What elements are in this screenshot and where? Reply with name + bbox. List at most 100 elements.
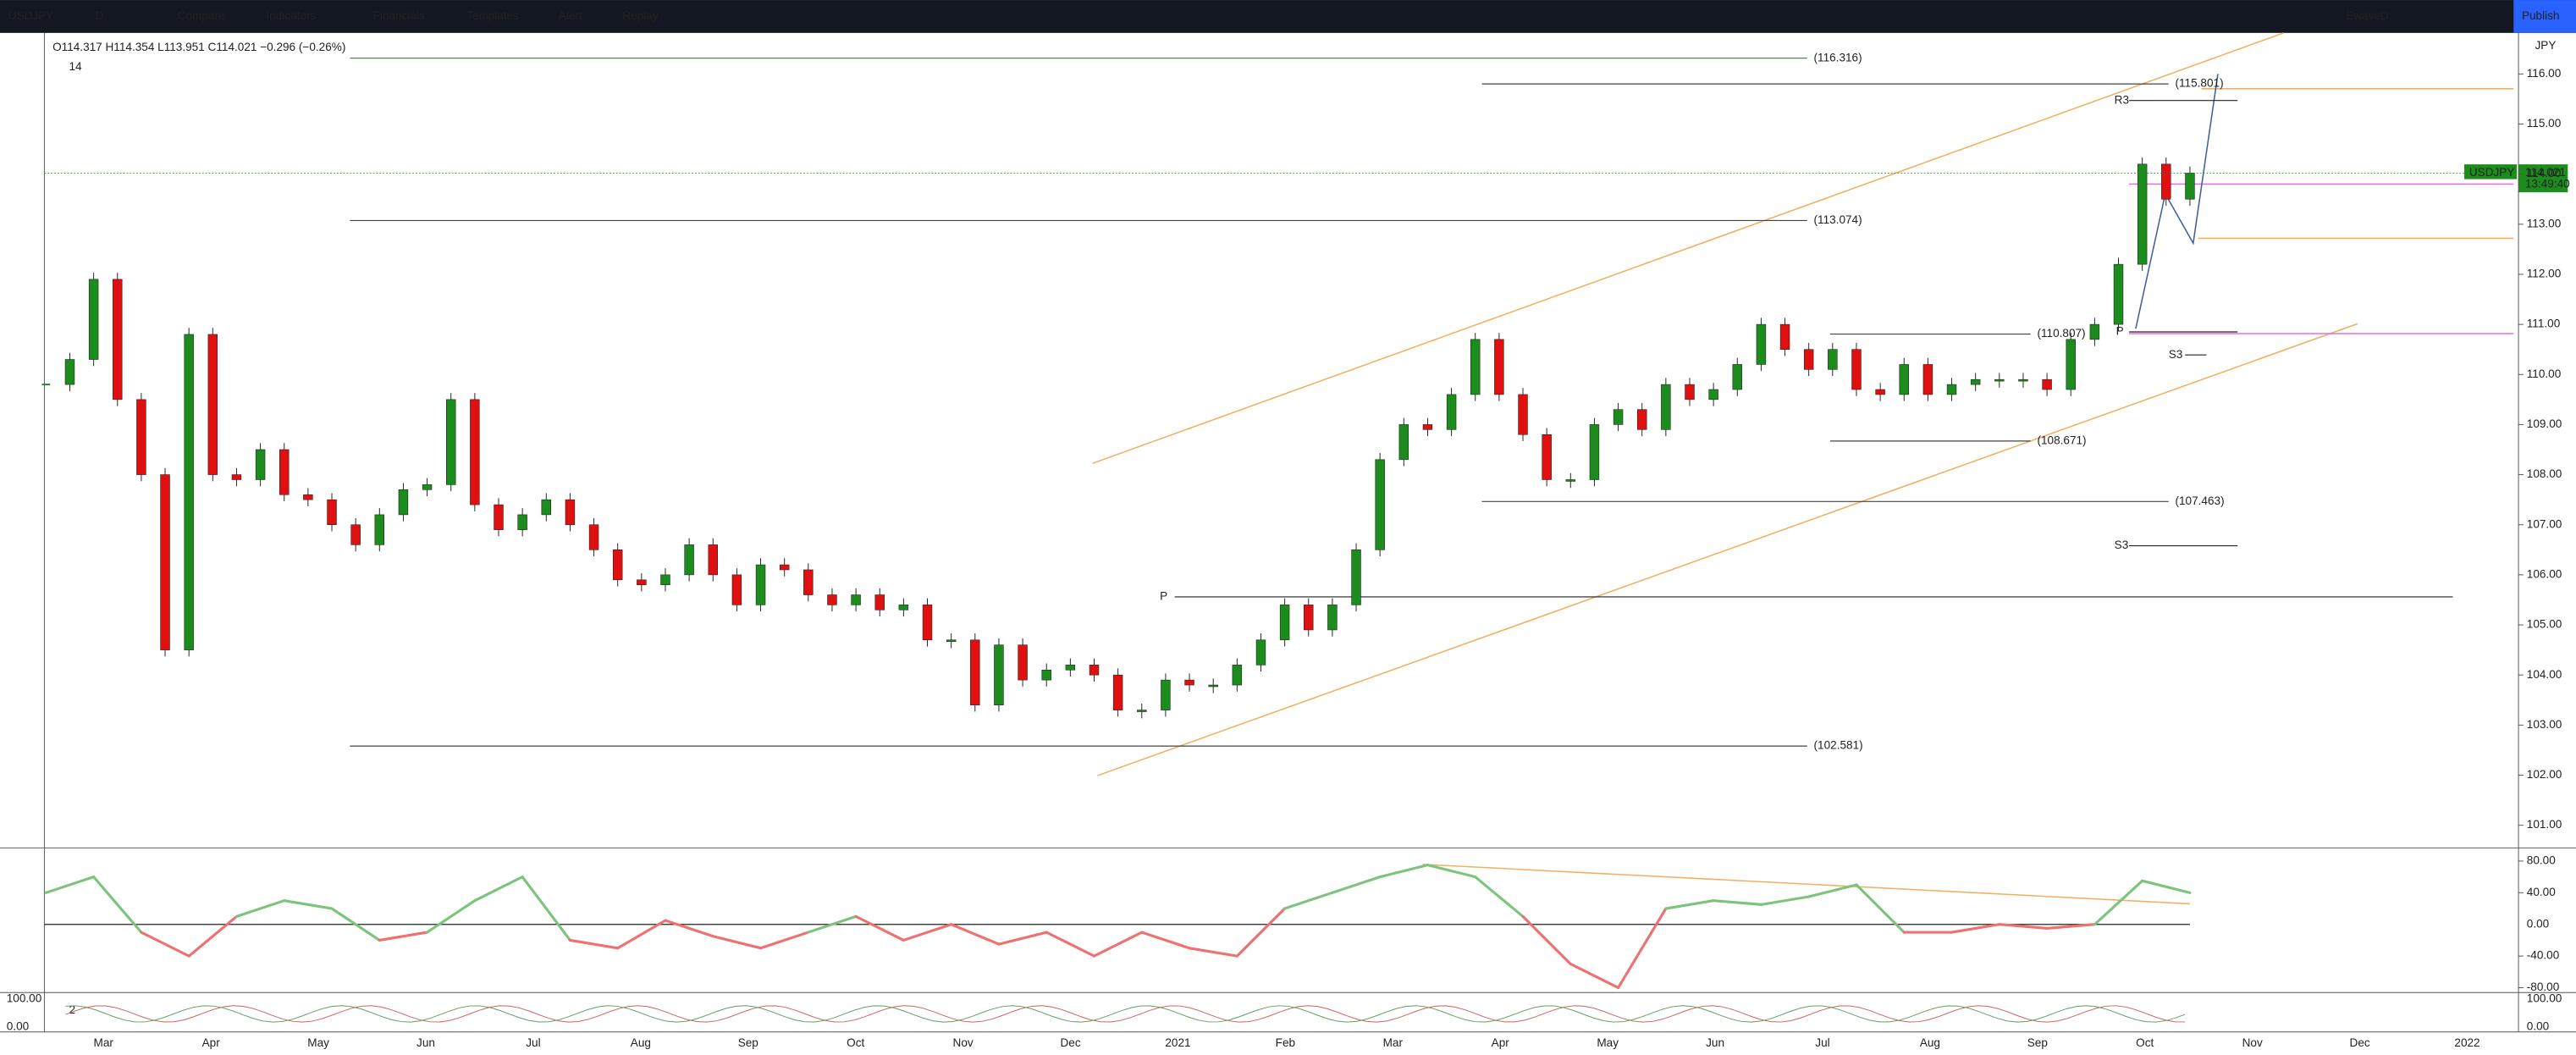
toolbar-button[interactable]: Replay: [623, 9, 659, 22]
toolbar-button[interactable]: Templates: [466, 9, 519, 22]
candle: [1208, 684, 1218, 688]
candle: [1685, 384, 1695, 400]
x-tick-label: Mar: [1383, 1036, 1404, 1049]
toolbar-button[interactable]: Compare: [178, 9, 225, 22]
rsi-segment: [1378, 864, 1430, 879]
rsi-segment: [1664, 899, 1715, 910]
price-badge: [2518, 164, 2568, 193]
candle: [160, 474, 170, 650]
toolbar-button[interactable]: Financials: [373, 9, 425, 22]
candle: [1279, 605, 1290, 641]
candle: [303, 494, 313, 500]
candle: [2161, 163, 2171, 200]
candle: [1137, 710, 1147, 712]
candle: [1779, 323, 1790, 350]
y-tick-label: 107.00: [2527, 517, 2562, 530]
y-tick-label: 111.00: [2527, 318, 2561, 330]
candle: [588, 524, 599, 550]
y-tick-label: 105.00: [2527, 618, 2562, 631]
candle: [1922, 364, 1933, 395]
legend-length: 14: [69, 60, 83, 73]
candle: [1661, 384, 1671, 430]
candle: [708, 544, 718, 576]
candle: [470, 399, 480, 505]
candle: [1018, 644, 1028, 681]
rsi-segment: [1712, 899, 1762, 906]
publish-button[interactable]: [2513, 0, 2576, 33]
toolbar: [0, 0, 2576, 33]
rsi-segment: [1188, 947, 1238, 958]
rsi-segment: [2093, 879, 2144, 926]
x-tick-label: Sep: [2027, 1036, 2048, 1049]
rsi-segment: [1331, 875, 1382, 894]
channel-upper: [1092, 32, 2284, 465]
rsi-segment: [616, 919, 667, 950]
layout-name[interactable]: EwaveD: [2346, 9, 2389, 22]
candle: [1946, 384, 1957, 395]
rsi-segment: [1807, 883, 1858, 898]
candle: [1518, 394, 1528, 435]
candle: [327, 499, 337, 526]
symbol[interactable]: USDJPY: [8, 9, 54, 22]
candle: [1089, 665, 1100, 676]
candle: [1589, 424, 1600, 480]
y-tick-label: 113.00: [2527, 217, 2562, 229]
toolbar-button[interactable]: Alert: [559, 9, 582, 22]
osc-line: [65, 1005, 2186, 1023]
candle: [946, 639, 957, 643]
rsi-trend: [1422, 864, 2190, 905]
toolbar-button[interactable]: Indicators: [266, 9, 316, 22]
candle: [64, 359, 75, 385]
y-tick-label: 114.00: [2527, 167, 2562, 180]
candle: [494, 504, 504, 530]
x-tick-label: Jun: [416, 1036, 435, 1049]
candle: [1065, 665, 1076, 671]
x-tick-label: Nov: [953, 1036, 974, 1049]
rsi-segment: [426, 899, 477, 934]
y-tick-label: 112.00: [2527, 268, 2562, 280]
candle: [2113, 263, 2124, 325]
candle: [255, 449, 266, 480]
last-price: 114.021: [2525, 166, 2566, 179]
x-tick-label: Aug: [631, 1036, 651, 1049]
candle: [994, 644, 1004, 705]
candle: [612, 550, 623, 581]
candle: [1708, 389, 1718, 400]
candle: [755, 564, 766, 605]
rsi-segment: [473, 875, 524, 903]
publish-label[interactable]: Publish: [2522, 9, 2560, 22]
rsi-tick-label: 40.00: [2527, 886, 2556, 898]
pivot-label: P: [2116, 325, 2124, 338]
currency: JPY: [2535, 39, 2556, 52]
y-tick-label: 106.00: [2527, 567, 2562, 580]
candle: [731, 574, 742, 605]
level-label: (108.671): [2037, 434, 2086, 446]
candle: [231, 474, 242, 480]
interval[interactable]: D: [96, 9, 104, 22]
candle: [637, 579, 647, 586]
rsi-segment: [1998, 923, 2049, 930]
x-tick-label: Apr: [1492, 1036, 1510, 1049]
rsi-segment: [807, 914, 858, 934]
candle: [350, 524, 361, 545]
rsi-segment: [1617, 907, 1668, 990]
rsi-segment: [2045, 923, 2096, 930]
rsi-segment: [902, 923, 953, 942]
candle: [1542, 434, 1552, 480]
y-tick-label: 103.00: [2527, 718, 2562, 731]
candle: [88, 279, 99, 360]
level-label: (116.316): [1814, 51, 1862, 64]
level-label: (115.801): [2175, 77, 2223, 90]
candle: [684, 544, 694, 576]
y-tick-label: 109.00: [2527, 417, 2562, 430]
pivot-label: S3: [2169, 348, 2183, 361]
level-label: (113.074): [1814, 213, 1862, 226]
pivot-label: R3: [2115, 93, 2129, 106]
candle: [1470, 339, 1481, 395]
candle: [1756, 323, 1767, 365]
candle: [541, 499, 552, 516]
candle: [1565, 479, 1576, 482]
candle: [113, 279, 123, 400]
candle: [1422, 424, 1433, 430]
